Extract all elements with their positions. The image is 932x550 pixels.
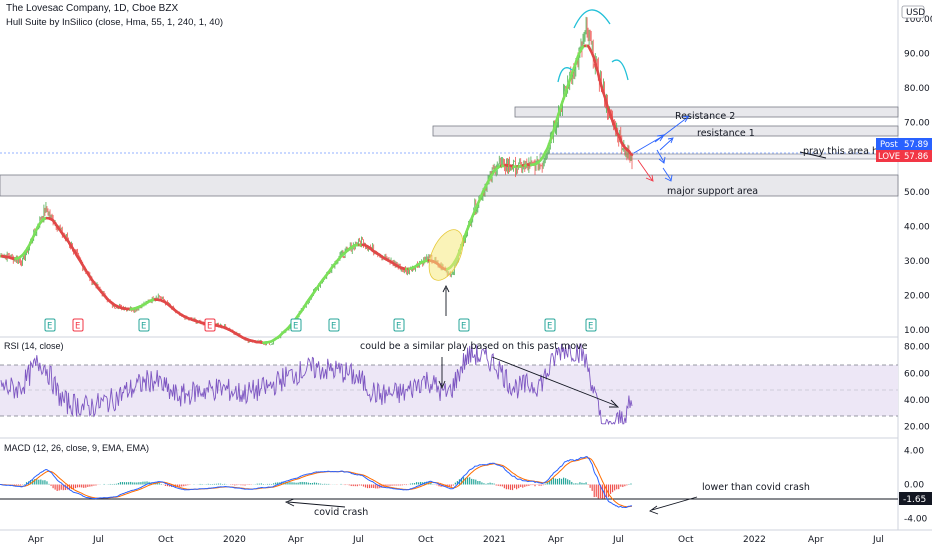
earnings-marker-label: E xyxy=(331,322,336,332)
macd-value: -1.65 xyxy=(903,495,926,505)
earnings-marker-label: E xyxy=(75,322,80,332)
currency-label: USD xyxy=(906,8,925,18)
time-tick-label: Oct xyxy=(678,535,694,545)
time-tick-label: Jul xyxy=(612,535,624,545)
rsi-axis: 80.00 60.00 40.00 20.00 xyxy=(904,343,930,433)
chart-title: The Lovesac Company, 1D, Cboe BZX xyxy=(6,3,179,14)
head-arc xyxy=(573,9,611,29)
rsi-tick-label: 60.00 xyxy=(904,369,930,379)
annotation-covid: covid crash xyxy=(314,507,368,518)
rsi-layer xyxy=(0,343,633,426)
time-axis: Apr Jul Oct 2020 Apr Jul Oct 2021 Apr Jul Oct 2022 A… xyxy=(28,535,884,545)
last-value: 57.86 xyxy=(904,152,928,162)
time-tick-label: Oct xyxy=(418,535,434,545)
time-tick-label: 2022 xyxy=(743,535,766,545)
macd-axis: 4.00 0.00 -4.00 xyxy=(904,447,928,525)
price-tick-label: 80.00 xyxy=(904,84,930,94)
time-tick-label: Apr xyxy=(548,535,564,545)
time-tick-label: Apr xyxy=(808,535,824,545)
left-shoulder-arc xyxy=(557,67,573,83)
price-axis: 100.0090.0080.0070.0060.0050.0040.0030.0… xyxy=(904,15,932,336)
major-support-zone xyxy=(0,174,899,197)
annotation-pray: pray this area holds xyxy=(803,146,897,157)
rsi-title: RSI (14, close) xyxy=(4,341,64,351)
macd-layer xyxy=(0,456,633,509)
earnings-marker[interactable] xyxy=(138,318,150,332)
earnings-marker-label: E xyxy=(207,322,212,332)
red-arrow xyxy=(637,159,654,182)
highlight-ellipse xyxy=(428,229,464,281)
earnings-marker-label: E xyxy=(547,322,552,332)
rsi-tick-label: 80.00 xyxy=(904,343,930,353)
hull-segment xyxy=(629,152,634,156)
earnings-marker-label: E xyxy=(396,322,401,332)
time-tick-label: Jul xyxy=(352,535,364,545)
price-tick-label: 70.00 xyxy=(904,119,930,129)
price-tick-label: 10.00 xyxy=(904,326,930,336)
currency-badge[interactable] xyxy=(901,5,925,19)
earnings-marker-label: E xyxy=(461,322,466,332)
earnings-marker[interactable] xyxy=(458,318,470,332)
arrow-group-black xyxy=(284,151,827,515)
earnings-marker[interactable] xyxy=(328,318,340,332)
price-tick-label: 40.00 xyxy=(904,222,930,232)
earnings-marker-label: E xyxy=(47,322,52,332)
earnings-marker-label: E xyxy=(588,322,593,332)
macd-tick-label: 4.00 xyxy=(904,447,924,457)
annotation-lower: lower than covid crash xyxy=(702,482,810,493)
time-tick-label: Apr xyxy=(28,535,44,545)
price-tick-label: 100.00 xyxy=(904,15,932,25)
macd-value-badge xyxy=(899,492,932,505)
time-tick-label: Apr xyxy=(288,535,304,545)
macd-title: MACD (12, 26, close, 9, EMA, EMA) xyxy=(4,443,150,453)
indicator-label: Hull Suite by InSilico (close, Hma, 55, … xyxy=(6,17,224,28)
arrow-group-blue xyxy=(633,115,690,182)
earnings-marker[interactable] xyxy=(72,318,84,332)
post-value: 57.89 xyxy=(904,140,928,150)
time-tick-label: 2020 xyxy=(223,535,246,545)
earnings-marker-label: E xyxy=(293,322,298,332)
symbol-label: LOVE xyxy=(878,152,900,162)
annotation-similar-play: could be a similar play based on this pa… xyxy=(360,341,588,352)
earnings-marker[interactable] xyxy=(44,318,56,332)
rsi-line xyxy=(0,343,633,426)
earnings-marker[interactable] xyxy=(204,318,216,332)
earnings-marker[interactable] xyxy=(544,318,556,332)
annotation-resistance-1: resistance 1 xyxy=(697,128,755,139)
rsi-tick-label: 40.00 xyxy=(904,396,930,406)
post-label: Post xyxy=(880,140,898,150)
last-price-badge xyxy=(876,150,932,162)
time-tick-label: 2021 xyxy=(483,535,506,545)
price-tick-label: 90.00 xyxy=(904,49,930,59)
annotation-resistance-2: Resistance 2 xyxy=(675,111,735,122)
time-tick-label: Jul xyxy=(92,535,104,545)
earnings-marker[interactable] xyxy=(290,318,302,332)
macd-main-line xyxy=(0,456,633,509)
price-tick-label: 50.00 xyxy=(904,188,930,198)
price-tick-label: 20.00 xyxy=(904,292,930,302)
price-tick-label: 30.00 xyxy=(904,257,930,267)
earnings-marker[interactable] xyxy=(393,318,405,332)
macd-tick-label: -4.00 xyxy=(904,515,928,525)
earnings-marker-label: E xyxy=(141,322,146,332)
right-shoulder-arc xyxy=(611,59,629,81)
post-price-badge xyxy=(876,138,932,150)
earnings-marker[interactable] xyxy=(585,318,597,332)
macd-tick-label: 0.00 xyxy=(904,481,924,491)
rsi-tick-label: 20.00 xyxy=(904,422,930,432)
annotation-support: major support area xyxy=(667,186,758,197)
resistance-1-zone xyxy=(432,125,899,137)
time-tick-label: Jul xyxy=(872,535,884,545)
time-tick-label: Oct xyxy=(158,535,174,545)
resistance-2-zone xyxy=(514,106,899,118)
